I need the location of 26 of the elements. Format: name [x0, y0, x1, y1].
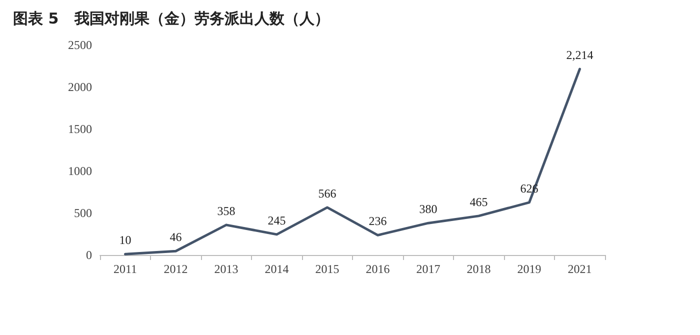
y-tick-label: 2500	[68, 38, 92, 52]
x-tick-label: 2017	[416, 262, 440, 276]
data-label: 46	[170, 230, 182, 244]
data-label: 236	[368, 214, 387, 228]
data-label: 358	[217, 204, 236, 218]
x-tick-label: 2011	[113, 262, 138, 276]
data-label: 10	[119, 233, 132, 248]
x-tick-label: 2016	[366, 262, 390, 276]
y-tick-label: 0	[86, 248, 92, 262]
x-tick-label: 2021	[568, 262, 592, 276]
y-tick-label: 1000	[68, 164, 92, 178]
y-tick-label: 2000	[68, 80, 92, 94]
x-tick-label: 2019	[517, 262, 542, 276]
data-label: 2,214	[566, 48, 594, 62]
x-tick-label: 2014	[264, 262, 289, 276]
y-tick-label: 500	[74, 206, 92, 220]
data-label: 245	[268, 213, 286, 228]
x-tick-label: 2013	[214, 262, 238, 276]
x-tick-label: 2018	[466, 262, 491, 276]
chart-title: 图表 5 我国对刚果（金）劳务派出人数（人）	[13, 10, 330, 28]
x-tick-label: 2015	[315, 262, 340, 276]
x-tick-label: 2012	[164, 262, 188, 276]
data-label: 465	[470, 194, 488, 209]
y-tick-label: 1500	[68, 122, 92, 136]
data-label: 566	[318, 186, 336, 200]
data-label: 380	[419, 202, 438, 216]
